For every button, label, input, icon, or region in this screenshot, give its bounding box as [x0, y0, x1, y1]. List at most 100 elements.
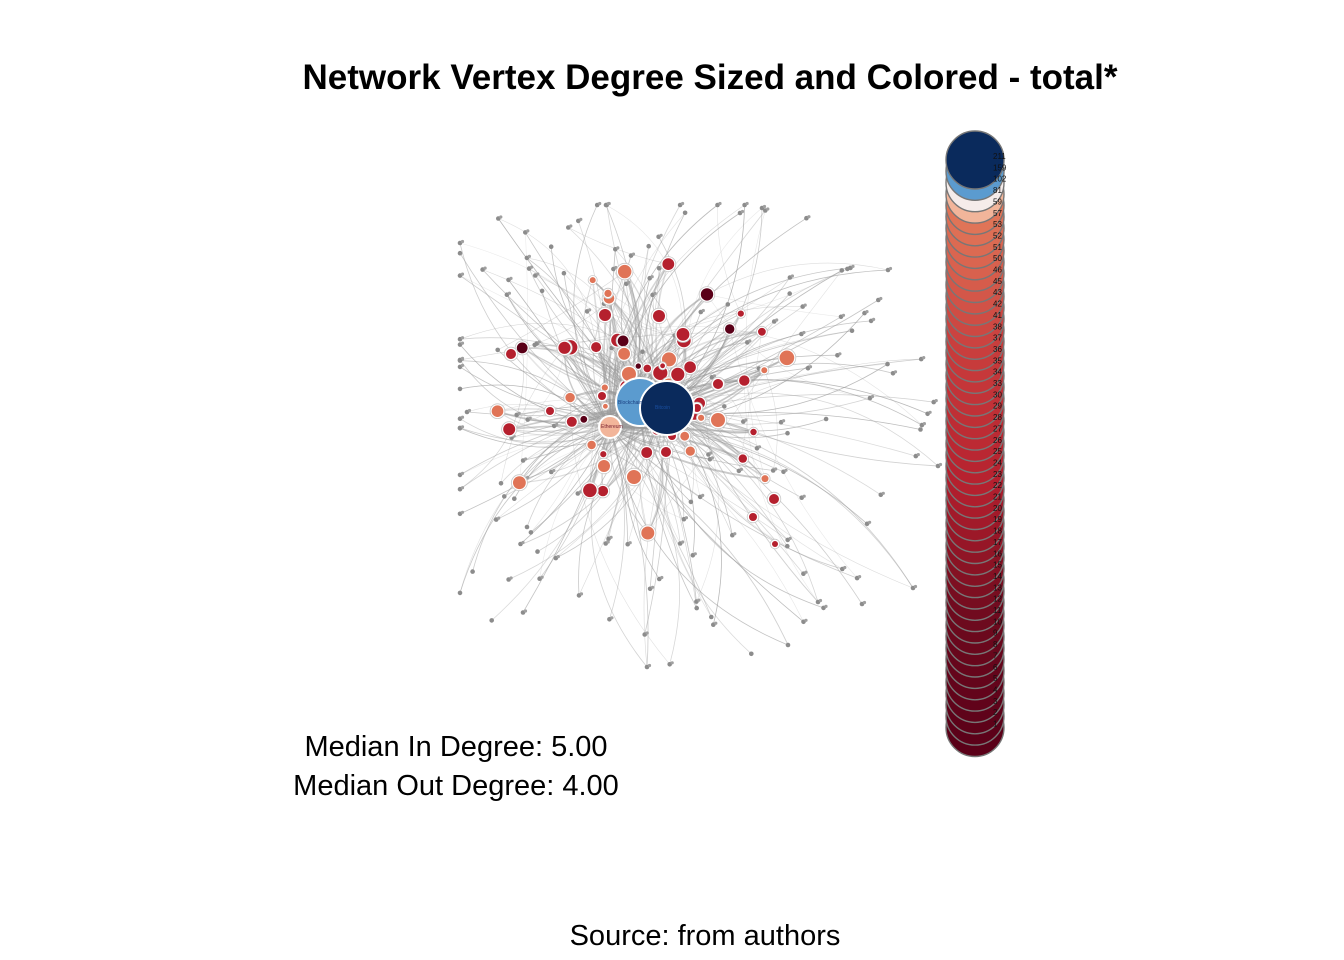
legend-label: 35: [993, 356, 1002, 365]
hub-node-main: [639, 380, 695, 436]
edge: [696, 417, 719, 602]
edge: [526, 257, 624, 341]
edge: [666, 207, 763, 409]
peripheral-node: [807, 215, 811, 219]
node: [739, 375, 750, 386]
peripheral-node: [523, 609, 528, 613]
edge: [459, 426, 611, 515]
legend-label: 4: [993, 685, 998, 694]
peripheral-node: [870, 394, 875, 399]
peripheral-node: [498, 481, 504, 486]
peripheral-node: [803, 303, 807, 307]
legend-label: 57: [993, 209, 1002, 218]
peripheral-node: [881, 491, 885, 495]
peripheral-node: [701, 493, 705, 497]
node: [635, 363, 641, 369]
peripheral-node: [802, 330, 806, 335]
legend-label: 38: [993, 322, 1002, 331]
peripheral-node: [785, 543, 790, 549]
legend-label: 42: [993, 300, 1002, 309]
edge: [497, 218, 641, 403]
peripheral-node: [555, 422, 559, 426]
peripheral-node: [460, 363, 465, 367]
edge: [472, 401, 641, 572]
peripheral-node: [537, 340, 541, 344]
legend-label: 33: [993, 379, 1002, 388]
peripheral-node: [660, 575, 664, 580]
edge: [609, 426, 629, 545]
peripheral-node: [509, 276, 513, 280]
peripheral-node: [609, 535, 613, 539]
peripheral-node: [561, 270, 567, 276]
edge: [520, 426, 611, 545]
legend-label: 18: [993, 527, 1002, 536]
peripheral-node: [489, 618, 495, 623]
peripheral-node: [512, 496, 517, 502]
edge: [666, 407, 819, 603]
peripheral-node: [757, 445, 762, 449]
peripheral-node: [688, 499, 694, 505]
edge: [607, 293, 617, 428]
peripheral-node: [460, 341, 465, 345]
peripheral-node: [928, 410, 932, 414]
peripheral-node: [509, 576, 513, 580]
node: [661, 447, 671, 457]
peripheral-node: [785, 430, 790, 436]
peripheral-node: [841, 313, 846, 317]
peripheral-node: [849, 328, 855, 334]
peripheral-node: [497, 516, 501, 520]
node: [558, 341, 571, 354]
peripheral-node: [659, 233, 663, 237]
peripheral-node: [710, 456, 715, 460]
edge: [497, 271, 625, 351]
degree-stats: Median In Degree: 5.00 Median Out Degree…: [236, 728, 676, 806]
hub-label-third: Ethereum: [601, 424, 623, 430]
peripheral-node: [460, 425, 465, 429]
peripheral-node: [578, 490, 582, 494]
node: [653, 310, 665, 322]
peripheral-node: [938, 462, 943, 467]
peripheral-node: [460, 272, 465, 276]
peripheral-node: [851, 264, 855, 268]
edge-layer: [459, 204, 939, 668]
edge: [609, 426, 681, 544]
legend-label: 41: [993, 311, 1002, 320]
peripheral-node: [788, 536, 792, 541]
node: [618, 347, 630, 360]
legend-label: 16: [993, 549, 1002, 558]
edge: [551, 406, 606, 473]
peripheral-node: [725, 302, 731, 307]
edge: [666, 204, 745, 409]
legend-label: 19: [993, 515, 1002, 524]
peripheral-node: [774, 467, 778, 471]
node: [565, 392, 575, 403]
peripheral-node: [843, 565, 847, 570]
edge: [508, 407, 668, 580]
peripheral-node: [922, 356, 926, 360]
peripheral-node: [530, 265, 534, 269]
peripheral-node: [460, 239, 465, 244]
peripheral-node: [460, 510, 465, 514]
peripheral-node: [536, 272, 540, 276]
peripheral-node: [646, 243, 651, 249]
peripheral-node: [790, 274, 795, 278]
peripheral-node: [885, 361, 890, 367]
peripheral-node: [804, 618, 808, 622]
peripheral-node: [868, 520, 872, 524]
peripheral-node: [879, 296, 883, 301]
peripheral-node: [785, 642, 791, 648]
peripheral-node: [556, 555, 560, 559]
hub-label-second: Blockchain: [618, 400, 642, 406]
edge: [500, 426, 611, 484]
peripheral-node: [913, 584, 918, 589]
peripheral-node: [517, 411, 521, 415]
peripheral-node: [528, 530, 534, 535]
peripheral-node: [579, 592, 584, 596]
peripheral-node: [524, 457, 528, 461]
edge: [609, 426, 789, 646]
node: [662, 258, 675, 270]
legend-label: 43: [993, 288, 1002, 297]
node: [600, 451, 607, 458]
peripheral-node: [824, 604, 828, 609]
